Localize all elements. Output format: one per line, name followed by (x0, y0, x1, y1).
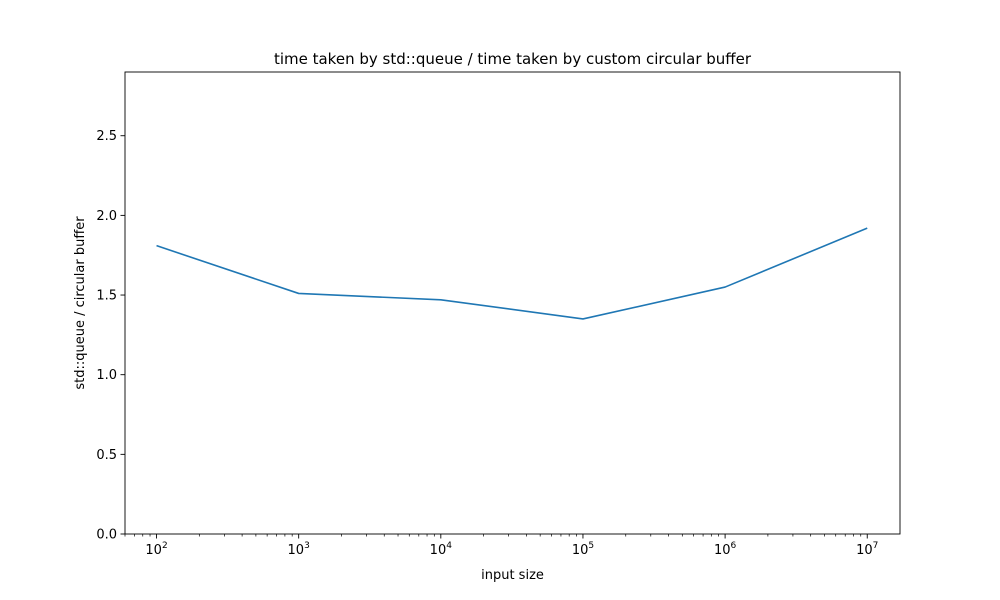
x-tick-label: 102 (145, 541, 167, 558)
x-tick-label: 103 (288, 541, 310, 558)
y-tick-label: 2.5 (96, 129, 117, 144)
x-tick-label: 106 (714, 541, 737, 558)
x-tick-label: 105 (572, 541, 594, 558)
y-tick-label: 0.5 (96, 448, 117, 463)
axes-frame (124, 71, 901, 535)
x-tick-label: 107 (856, 541, 878, 558)
y-tick-label: 0.0 (96, 528, 117, 543)
series-line (156, 227, 868, 320)
chart-title: time taken by std::queue / time taken by… (274, 50, 752, 68)
x-axis-label: input size (481, 568, 544, 583)
y-axis-label: std::queue / circular buffer (73, 216, 88, 390)
y-tick-label: 1.5 (96, 289, 117, 304)
y-tick-label: 1.0 (96, 368, 117, 383)
x-tick-label: 104 (430, 541, 453, 558)
plot-area: 102 103 104 105 106 107 0.0 0.5 1.0 1.5 2.0 2.5 (96, 71, 901, 558)
y-tick-label: 2.0 (96, 209, 117, 224)
